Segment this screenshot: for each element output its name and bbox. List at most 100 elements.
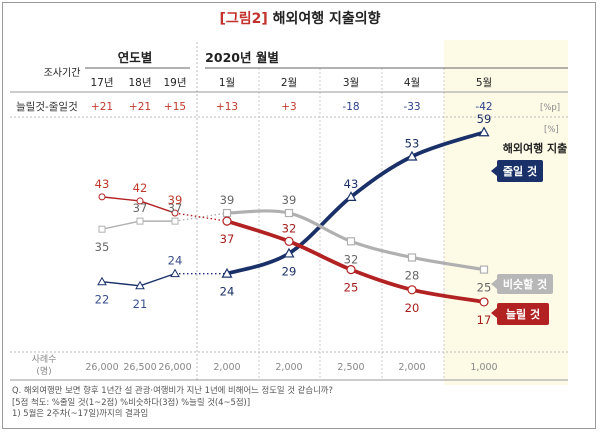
point-decrease xyxy=(221,267,233,278)
data-label-increase: 39 xyxy=(168,193,183,207)
may-highlight-band xyxy=(444,40,568,385)
legend-increase-box xyxy=(497,303,549,325)
column-header: 3월 xyxy=(343,77,359,89)
sample-count: 1,000 xyxy=(470,362,497,373)
legend-increase-label: 늘릴 것 xyxy=(506,307,540,321)
column-header: 17년 xyxy=(90,77,113,89)
point-decrease xyxy=(345,191,357,201)
point-increase xyxy=(407,285,417,295)
point-same xyxy=(407,253,417,262)
figure-title-text: 해외여행 지출의향 xyxy=(272,11,381,27)
point-same xyxy=(171,217,179,225)
point-decrease xyxy=(406,150,418,161)
data-label-decrease: 53 xyxy=(405,136,420,150)
footnote-question: Q. 해외여행만 보면 향후 1년간 설 관광·여행비가 지난 1년에 비해어느… xyxy=(12,385,333,395)
column-header: 18년 xyxy=(128,77,151,89)
series-increase-connector xyxy=(174,212,228,222)
column-header: 5월 xyxy=(476,77,492,89)
point-increase xyxy=(222,216,232,226)
point-increase xyxy=(284,236,294,246)
sample-label-unit: (명) xyxy=(36,366,51,377)
column-header: 1월 xyxy=(219,77,235,89)
data-label-decrease: 24 xyxy=(168,254,183,268)
legend-decrease-pointer xyxy=(491,166,497,176)
net-value: -42 xyxy=(475,101,492,113)
data-label-decrease: 43 xyxy=(344,177,359,191)
figure-number: [그림2] xyxy=(219,11,268,27)
footnote-scale: [5점 척도: %줄일 것(1~2점) %비슷하다(3점) %늘릴 것(4~5점… xyxy=(12,396,251,407)
point-decrease xyxy=(283,247,295,258)
column-header: 4월 xyxy=(404,77,420,89)
net-value: -33 xyxy=(403,101,420,113)
data-label-decrease: 21 xyxy=(133,297,148,311)
sample-count: 26,500 xyxy=(123,362,156,373)
data-label-decrease: 24 xyxy=(220,285,235,299)
series-same-connector xyxy=(174,212,228,222)
sample-count: 2,500 xyxy=(337,362,364,373)
sample-count: 2,000 xyxy=(213,362,240,373)
point-increase xyxy=(98,193,106,201)
point-increase xyxy=(479,297,489,307)
legend-same-box xyxy=(497,274,553,294)
point-increase xyxy=(136,197,144,205)
column-header: 19년 xyxy=(163,77,186,89)
point-increase xyxy=(171,209,179,217)
sample-count: 2,000 xyxy=(398,362,425,373)
point-same xyxy=(136,217,144,225)
net-row-label: 늘릴것-줄일것 xyxy=(16,100,78,113)
data-label-decrease: 22 xyxy=(95,293,110,307)
point-decrease xyxy=(135,280,145,290)
monthly-header: 2020년 월별 xyxy=(205,50,279,65)
data-label-increase: 17 xyxy=(477,313,492,327)
data-label-increase: 20 xyxy=(405,301,420,315)
data-label-same: 35 xyxy=(95,240,110,254)
net-value: +21 xyxy=(129,101,151,113)
data-label-same: 32 xyxy=(344,252,359,266)
figure-frame xyxy=(2,2,596,429)
point-decrease xyxy=(97,276,107,286)
data-label-same: 39 xyxy=(220,193,235,207)
net-unit: [%p] xyxy=(540,103,560,113)
point-same xyxy=(479,265,489,274)
point-decrease xyxy=(478,126,490,137)
figure-title: [그림2] 해외여행 지출의향 xyxy=(0,8,600,28)
data-label-increase: 42 xyxy=(133,181,148,195)
footnotes: Q. 해외여행만 보면 향후 1년간 설 관광·여행비가 지난 1년에 비해어느… xyxy=(12,385,592,420)
data-label-same: 25 xyxy=(477,281,492,295)
sample-count: 26,000 xyxy=(158,362,191,373)
legend-same-label: 비슷할 것 xyxy=(503,277,547,291)
net-value: +15 xyxy=(164,101,186,113)
net-value: +3 xyxy=(281,101,296,113)
sample-count: 2,000 xyxy=(275,362,302,373)
sample-label: 사례수 xyxy=(32,354,57,365)
data-label-same: 37 xyxy=(133,201,148,215)
column-header: 2월 xyxy=(281,77,297,89)
legend-same-pointer xyxy=(491,279,497,289)
legend-decrease-label: 줄일 것 xyxy=(503,164,537,178)
net-value: +13 xyxy=(216,101,238,113)
net-value: +21 xyxy=(91,101,113,113)
data-label-decrease: 29 xyxy=(282,264,297,278)
yearly-header: 연도별 xyxy=(118,50,153,65)
sample-count: 26,000 xyxy=(85,362,118,373)
data-label-increase: 43 xyxy=(95,177,110,191)
net-value: -18 xyxy=(342,101,359,113)
data-label-same: 28 xyxy=(405,268,420,282)
point-same xyxy=(346,237,356,246)
data-label-same: 39 xyxy=(282,193,297,207)
point-increase xyxy=(346,265,356,275)
footnote-may: 1) 5월은 2주차(~17일)까지의 결과임 xyxy=(12,408,149,418)
point-same xyxy=(98,225,106,233)
legend-title: 해외여행 지출 xyxy=(503,141,568,155)
data-label-decrease: 59 xyxy=(477,112,492,126)
data-label-same: 37 xyxy=(168,201,183,215)
value-unit: [%] xyxy=(544,125,559,135)
point-decrease xyxy=(170,268,180,278)
point-same xyxy=(222,208,232,218)
data-label-increase: 37 xyxy=(220,232,235,246)
data-label-increase: 25 xyxy=(344,281,359,295)
survey-period-label: 조사기간 xyxy=(44,67,81,79)
data-label-increase: 32 xyxy=(282,221,297,235)
point-same xyxy=(284,208,294,218)
